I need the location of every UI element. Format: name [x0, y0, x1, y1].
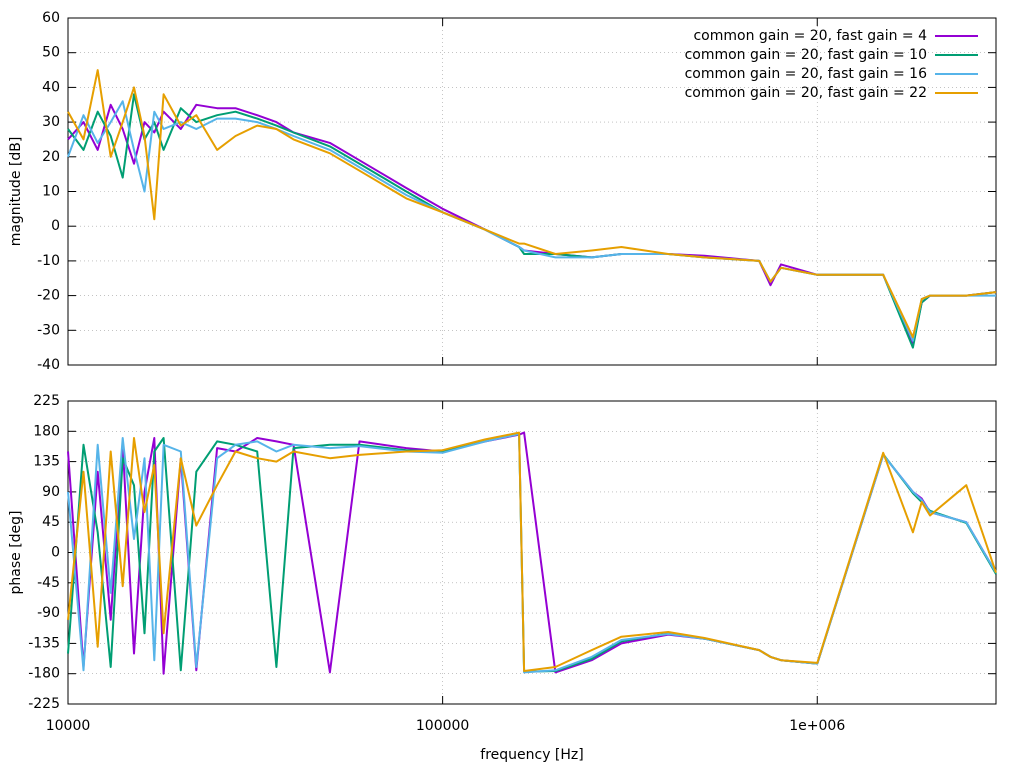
plot-frame — [67, 400, 997, 705]
y-tick-label: 10 — [42, 184, 60, 200]
y-tick-label: -30 — [37, 322, 60, 338]
y-tick-label: 225 — [33, 393, 60, 409]
y-tick-label: -10 — [37, 253, 60, 269]
x-tick-label: 10000 — [46, 718, 91, 734]
y-tick-label: 90 — [42, 484, 60, 500]
y-tick-label: -40 — [37, 357, 60, 373]
y-tick-label: -180 — [28, 666, 60, 682]
y-axis-label: phase [deg] — [8, 510, 24, 594]
series-line — [67, 69, 997, 339]
series-line — [67, 431, 997, 672]
y-tick-label: 0 — [51, 218, 60, 234]
y-tick-label: 20 — [42, 149, 60, 165]
y-tick-label: 135 — [33, 454, 60, 470]
y-tick-label: 45 — [42, 514, 60, 530]
y-tick-label: -45 — [37, 575, 60, 591]
legend-label: common gain = 20, fast gain = 16 — [685, 66, 928, 82]
y-tick-label: 0 — [51, 545, 60, 561]
plot-frame — [67, 17, 997, 366]
legend-label: common gain = 20, fast gain = 22 — [685, 85, 927, 101]
y-tick-label: 40 — [42, 79, 60, 95]
x-axis-label: frequency [Hz] — [480, 747, 583, 763]
series-line — [67, 433, 997, 674]
y-tick-label: -135 — [28, 635, 60, 651]
series-line — [67, 103, 997, 346]
y-tick-label: -225 — [28, 696, 60, 712]
y-tick-label: -90 — [37, 605, 60, 621]
y-axis-label: magnitude [dB] — [8, 137, 24, 247]
x-tick-label: 100000 — [416, 718, 469, 734]
legend-label: common gain = 20, fast gain = 4 — [693, 28, 927, 44]
x-tick-label: 1e+006 — [789, 718, 845, 734]
legend-label: common gain = 20, fast gain = 10 — [685, 47, 927, 63]
y-tick-label: 180 — [33, 423, 60, 439]
y-tick-label: 60 — [42, 10, 60, 26]
y-tick-label: -20 — [37, 288, 60, 304]
y-tick-label: 30 — [42, 114, 60, 130]
y-tick-label: 50 — [42, 45, 60, 61]
series-line — [67, 100, 996, 342]
